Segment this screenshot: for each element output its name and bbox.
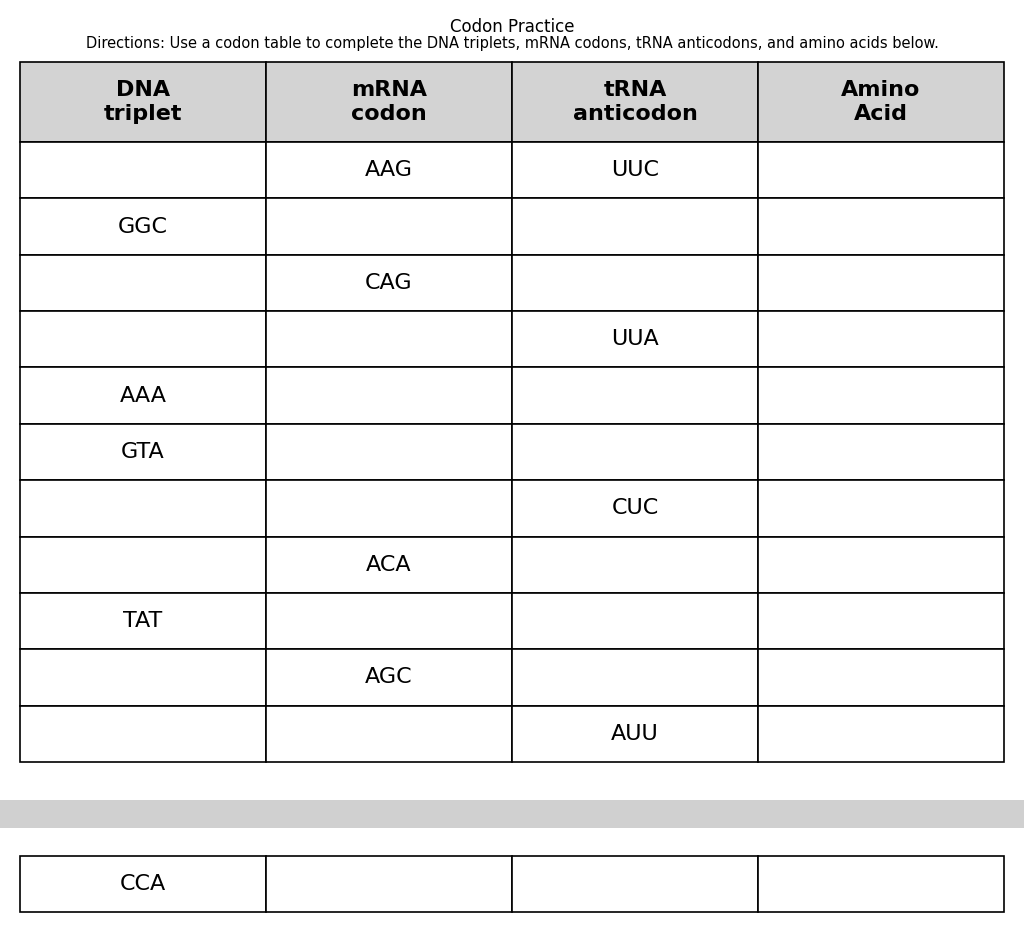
Bar xyxy=(512,198,758,255)
Bar xyxy=(266,592,512,650)
Text: GGC: GGC xyxy=(118,216,168,237)
Bar xyxy=(266,650,512,706)
Bar xyxy=(512,592,758,650)
Bar xyxy=(758,62,1004,142)
Text: tRNA
anticodon: tRNA anticodon xyxy=(572,80,697,124)
Bar xyxy=(266,62,512,142)
Bar xyxy=(20,856,266,912)
Bar xyxy=(758,198,1004,255)
Bar xyxy=(266,255,512,311)
Text: DNA
triplet: DNA triplet xyxy=(103,80,182,124)
Text: TAT: TAT xyxy=(123,611,163,631)
Text: GTA: GTA xyxy=(121,442,165,462)
Bar xyxy=(512,706,758,762)
Bar xyxy=(20,480,266,536)
Text: UUC: UUC xyxy=(611,160,659,181)
Bar xyxy=(512,856,758,912)
Text: CAG: CAG xyxy=(366,273,413,293)
Bar xyxy=(20,255,266,311)
Text: Amino
Acid: Amino Acid xyxy=(842,80,921,124)
Bar xyxy=(758,480,1004,536)
Bar xyxy=(266,142,512,198)
Bar xyxy=(512,368,758,424)
Bar xyxy=(266,368,512,424)
Bar xyxy=(758,706,1004,762)
Text: AAG: AAG xyxy=(365,160,413,181)
Bar xyxy=(512,142,758,198)
Bar xyxy=(266,311,512,368)
Bar xyxy=(20,424,266,480)
Bar xyxy=(20,62,266,142)
Bar xyxy=(266,536,512,592)
Bar xyxy=(266,856,512,912)
Bar xyxy=(512,424,758,480)
Bar xyxy=(266,706,512,762)
Text: AGC: AGC xyxy=(366,667,413,687)
Bar xyxy=(758,650,1004,706)
Bar xyxy=(758,592,1004,650)
Text: Codon Practice: Codon Practice xyxy=(450,18,574,36)
Bar xyxy=(512,62,758,142)
Text: AUU: AUU xyxy=(611,724,658,744)
Bar xyxy=(20,368,266,424)
Bar xyxy=(20,706,266,762)
Bar xyxy=(758,255,1004,311)
Text: CUC: CUC xyxy=(611,498,658,519)
Bar xyxy=(20,536,266,592)
Text: ACA: ACA xyxy=(367,555,412,575)
Text: UUA: UUA xyxy=(611,329,658,349)
Bar xyxy=(512,536,758,592)
Bar xyxy=(758,142,1004,198)
Bar xyxy=(758,368,1004,424)
Bar xyxy=(512,650,758,706)
Bar xyxy=(758,311,1004,368)
Text: mRNA
codon: mRNA codon xyxy=(351,80,427,124)
Bar xyxy=(758,424,1004,480)
Bar xyxy=(512,311,758,368)
Bar xyxy=(266,480,512,536)
Bar xyxy=(758,536,1004,592)
Bar xyxy=(758,856,1004,912)
Bar xyxy=(20,142,266,198)
Bar xyxy=(20,198,266,255)
Bar xyxy=(266,424,512,480)
Bar xyxy=(20,311,266,368)
Bar xyxy=(512,480,758,536)
Bar xyxy=(0,800,1024,828)
Bar xyxy=(20,650,266,706)
Text: AAA: AAA xyxy=(120,386,167,405)
Text: Directions: Use a codon table to complete the DNA triplets, mRNA codons, tRNA an: Directions: Use a codon table to complet… xyxy=(86,36,938,51)
Bar xyxy=(512,255,758,311)
Bar xyxy=(20,592,266,650)
Bar xyxy=(266,198,512,255)
Text: CCA: CCA xyxy=(120,874,166,894)
